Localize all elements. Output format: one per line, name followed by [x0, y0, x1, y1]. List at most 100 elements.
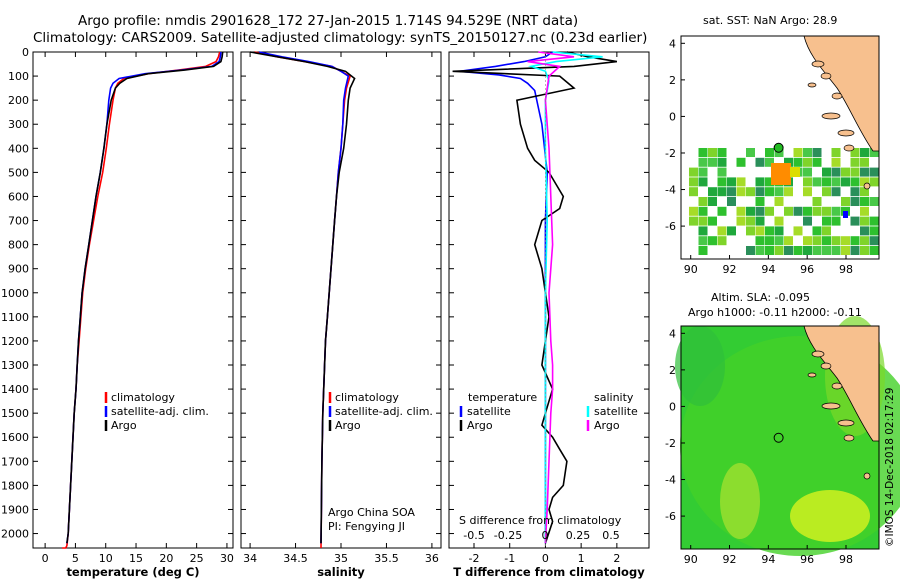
sst-pixel: [850, 216, 860, 226]
sst-map-title: sat. SST: NaN Argo: 28.9: [703, 14, 837, 27]
land-island: [831, 92, 843, 100]
sst-pixel: [803, 206, 812, 216]
map-x-tick-label: 96: [800, 263, 814, 276]
argo-position-marker: [773, 142, 784, 153]
sst-pixel: [698, 236, 708, 246]
land-island: [837, 129, 855, 137]
x-tick-label: 34.5: [283, 552, 308, 565]
sst-pixel: [812, 246, 822, 255]
sst-pixel: [708, 157, 717, 167]
y-tick-label: 700: [8, 215, 29, 228]
map-y-tick-label: -4: [665, 474, 676, 487]
sst-pixel: [812, 226, 822, 236]
sst-pixel: [784, 236, 793, 246]
x-axis-label: temperature (deg C): [66, 565, 199, 579]
y-tick-label: 1400: [1, 383, 29, 396]
sst-pixel: [841, 236, 850, 246]
x-tick-label: 5: [72, 552, 79, 565]
sst-pixel: [765, 157, 774, 167]
sst-pixel: [831, 167, 841, 177]
sst-pixel: [869, 167, 879, 177]
sst-pixel: [746, 226, 755, 236]
series-line-salinity-argo: [527, 51, 575, 544]
secondary-tick-label: -0.5: [463, 529, 484, 542]
sst-pixel: [860, 167, 869, 177]
sst-pixel: [860, 197, 869, 206]
header-line2: Climatology: CARS2009. Satellite-adjuste…: [33, 30, 647, 46]
sst-pixel: [841, 197, 850, 206]
land-island: [811, 350, 825, 358]
map-y-tick-label: -6: [665, 220, 676, 233]
sst-pixel: [727, 226, 736, 236]
legend-label: Argo: [111, 419, 137, 432]
sst-pixel: [736, 187, 746, 197]
x-tick-label: 10: [99, 552, 113, 565]
sst-pixel: [717, 206, 727, 216]
sst-warm-patch: [771, 163, 791, 185]
map-x-tick-label: 96: [800, 553, 814, 566]
map-x-tick-label: 98: [839, 263, 853, 276]
y-tick-label: 900: [8, 263, 29, 276]
sst-pixel: [727, 197, 736, 206]
sst-pixel: [727, 187, 736, 197]
sst-pixel: [869, 177, 879, 187]
legend-label: satellite: [594, 405, 638, 418]
sst-pixel: [860, 148, 869, 157]
sst-pixel: [869, 246, 879, 255]
y-tick-label: 300: [8, 118, 29, 131]
plot-frame: [240, 51, 442, 549]
sst-pixel: [689, 206, 698, 216]
land-island: [843, 434, 855, 442]
sst-pixel: [803, 177, 812, 187]
sst-pixel: [698, 148, 708, 157]
land-island: [821, 112, 841, 120]
sst-pixel: [860, 236, 869, 246]
sst-pixel: [746, 216, 755, 226]
legend-label: Argo: [467, 419, 493, 432]
y-tick-label: 1100: [1, 311, 29, 324]
x-axis-label: salinity: [317, 565, 365, 579]
series-line-argo: [66, 51, 224, 544]
sst-pixel: [831, 206, 841, 216]
sst-pixel: [698, 226, 708, 236]
sst-pixel: [698, 177, 708, 187]
sst-pixel: [822, 236, 831, 246]
y-tick-label: 600: [8, 190, 29, 203]
sst-pixel: [736, 216, 746, 226]
x-tick-label: 1: [578, 552, 585, 565]
sst-pixel: [784, 157, 793, 167]
map-y-tick-label: 4: [669, 327, 676, 340]
sst-pixel: [784, 187, 793, 197]
sst-pixel: [717, 187, 727, 197]
secondary-tick-label: 0.25: [566, 529, 591, 542]
sst-pixel: [850, 187, 860, 197]
sst-pixel: [765, 187, 774, 197]
sst-pixel: [812, 157, 822, 167]
legend-title-salinity: salinity: [594, 391, 634, 404]
y-tick-label: 2000: [1, 528, 29, 541]
legend-label: climatology: [335, 391, 399, 404]
sst-pixel: [793, 206, 803, 216]
y-tick-label: 1000: [1, 287, 29, 300]
sst-pixel: [831, 187, 841, 197]
sst-pixel: [831, 246, 841, 255]
sst-pixel: [860, 187, 869, 197]
map-y-tick-label: -4: [665, 184, 676, 197]
sst-pixel: [850, 236, 860, 246]
sst-pixel: [869, 216, 879, 226]
sst-pixel: [708, 187, 717, 197]
sst-pixel: [831, 148, 841, 157]
x-tick-label: 20: [159, 552, 173, 565]
map-y-tick-label: 4: [669, 37, 676, 50]
series-line-argo: [249, 51, 356, 544]
sst-pixel: [765, 148, 774, 157]
sst-pixel: [689, 177, 698, 187]
sst-pixel: [860, 226, 869, 236]
sst-pixel: [850, 197, 860, 206]
y-tick-label: 1200: [1, 335, 29, 348]
sst-pixel: [727, 177, 736, 187]
sst-pixel: [831, 216, 841, 226]
map-x-tick-label: 90: [684, 553, 698, 566]
land-island: [820, 362, 832, 370]
x-tick-label: -1: [504, 552, 515, 565]
